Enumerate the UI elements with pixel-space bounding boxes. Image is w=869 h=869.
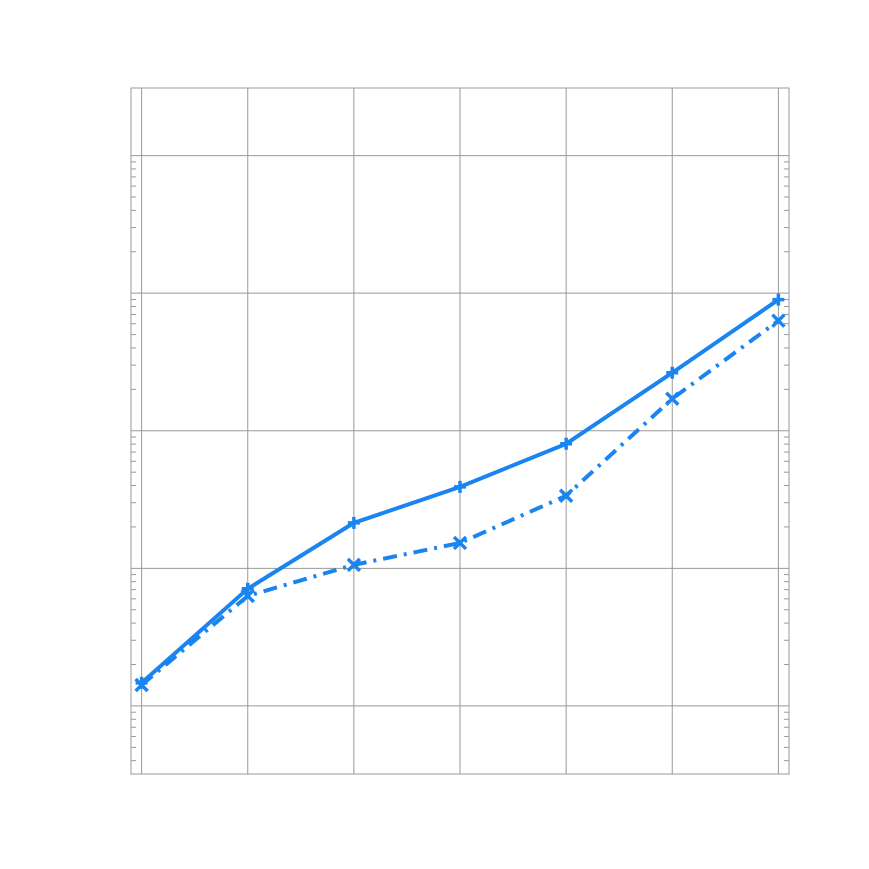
marker	[134, 677, 149, 693]
marker	[454, 480, 466, 493]
marker	[771, 313, 786, 328]
marker	[560, 437, 573, 450]
marker	[347, 516, 360, 529]
marker	[665, 391, 680, 406]
marker	[772, 293, 785, 306]
marker	[240, 588, 255, 604]
marker	[452, 535, 468, 551]
marker	[558, 488, 574, 503]
marker	[666, 366, 679, 379]
marker	[346, 557, 362, 573]
marker	[241, 582, 254, 595]
